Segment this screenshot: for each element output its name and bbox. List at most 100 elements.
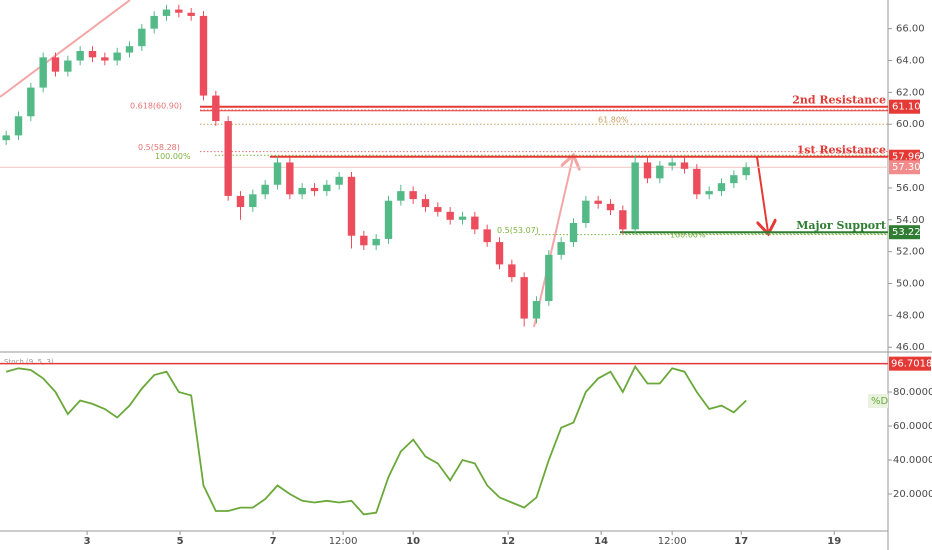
candle-body [101, 57, 109, 61]
legend-label: %D [871, 396, 889, 407]
price-badge [889, 356, 931, 371]
candle-body [286, 162, 294, 195]
candle-body [310, 187, 319, 192]
candle-body [249, 194, 257, 208]
candle-body [138, 28, 146, 47]
candle-body [298, 187, 306, 195]
fib-label: 100.00% [155, 152, 191, 161]
fib-label: 0.5(58.28) [138, 143, 180, 152]
x-tick-label: 12:00 [658, 536, 687, 547]
y-tick-label: 20.0000 [893, 489, 932, 500]
fib-label: 0.5(53.07) [497, 226, 539, 235]
candle-body [545, 254, 553, 302]
candle-body [680, 162, 689, 169]
x-tick-label: 5 [177, 536, 184, 547]
candle-body [569, 222, 578, 243]
candle-body [39, 57, 47, 88]
candle-body [705, 191, 713, 195]
y-tick-label: 54.00 [896, 215, 925, 226]
level-name: 1st Resistance [797, 144, 886, 157]
price-badge-label: 53.22 [892, 227, 921, 238]
candle-body [421, 199, 430, 208]
candle-body [631, 162, 639, 230]
candle-body [619, 210, 627, 230]
stoch-line [5, 364, 747, 516]
candle-body [88, 50, 97, 58]
price-badge-label: 61.10 [892, 102, 921, 113]
candle-body [742, 167, 750, 176]
candle-body [532, 301, 541, 319]
candle-body [409, 191, 417, 200]
candle-body [236, 195, 245, 208]
x-tick-label: 19 [827, 536, 841, 547]
y-tick-label: 50.00 [896, 279, 925, 290]
x-tick-label: 7 [270, 536, 277, 547]
candle-body [557, 242, 565, 255]
candle-body [162, 9, 171, 16]
candle-body [730, 175, 738, 184]
price-badge-label: 96.7018 [891, 359, 932, 370]
candle-body [335, 176, 343, 185]
y-tick-label: 64.00 [896, 56, 925, 67]
y-tick-label: 60.00 [896, 119, 925, 130]
candle-body [495, 242, 504, 265]
candle-body [175, 9, 183, 13]
candle-body [594, 200, 602, 204]
candle-body [668, 162, 676, 166]
price-badge-label: 57.96 [892, 152, 921, 163]
candle-body [434, 207, 442, 212]
candle-body [273, 162, 282, 185]
y-tick-label: 56.00 [896, 183, 925, 194]
y-tick-label: 46.00 [896, 342, 925, 353]
candle-body [397, 191, 405, 201]
x-tick-label: 17 [734, 536, 748, 547]
y-tick-label: 48.00 [896, 310, 925, 321]
candle-body [212, 95, 220, 122]
price-badge [889, 160, 920, 175]
level-name: 2nd Resistance [792, 94, 886, 107]
level-name: Major Support [796, 219, 887, 232]
candle-body [360, 235, 368, 246]
trend-line [0, 0, 131, 98]
y-tick-label: 62.00 [896, 87, 925, 98]
x-tick-label: 12 [501, 536, 515, 547]
candle-body [693, 168, 701, 195]
candle-body [384, 200, 393, 239]
price-badge [889, 225, 920, 240]
legend-badge [868, 394, 888, 408]
down-arrow [756, 156, 768, 232]
candle-body [372, 238, 380, 246]
fib-label: 0.618(60.90) [130, 101, 182, 110]
candle-body [187, 12, 195, 16]
candle-body [508, 264, 516, 278]
candle-body [125, 46, 134, 53]
candle-body [582, 200, 590, 223]
candle-body [76, 50, 84, 61]
candle-body [520, 277, 528, 319]
candle-body [483, 229, 491, 243]
candle-body [150, 15, 158, 29]
indicator-title: Stoch (9, 5, 3) [4, 358, 54, 366]
candle-body [471, 216, 479, 230]
candle-body [224, 121, 232, 196]
fib-label: 100.00% [670, 230, 706, 239]
y-tick-label: 60.0000 [893, 421, 932, 432]
candle-body [2, 135, 10, 141]
price-badge [889, 99, 920, 114]
price-badge-label: 57.30 [892, 162, 921, 173]
candle-body [446, 211, 454, 220]
candle-body [606, 203, 615, 211]
y-tick-label: 66.00 [896, 24, 925, 35]
y-tick-label: 80.0000 [893, 387, 932, 398]
x-tick-label: 12:00 [329, 536, 358, 547]
candle-body [14, 116, 23, 136]
candle-body [323, 184, 331, 192]
candle-body [113, 52, 121, 61]
candle-body [643, 162, 652, 179]
x-tick-label: 14 [594, 536, 608, 547]
x-tick-label: 3 [84, 536, 91, 547]
candle-body [656, 165, 664, 179]
candle-body [27, 87, 35, 117]
